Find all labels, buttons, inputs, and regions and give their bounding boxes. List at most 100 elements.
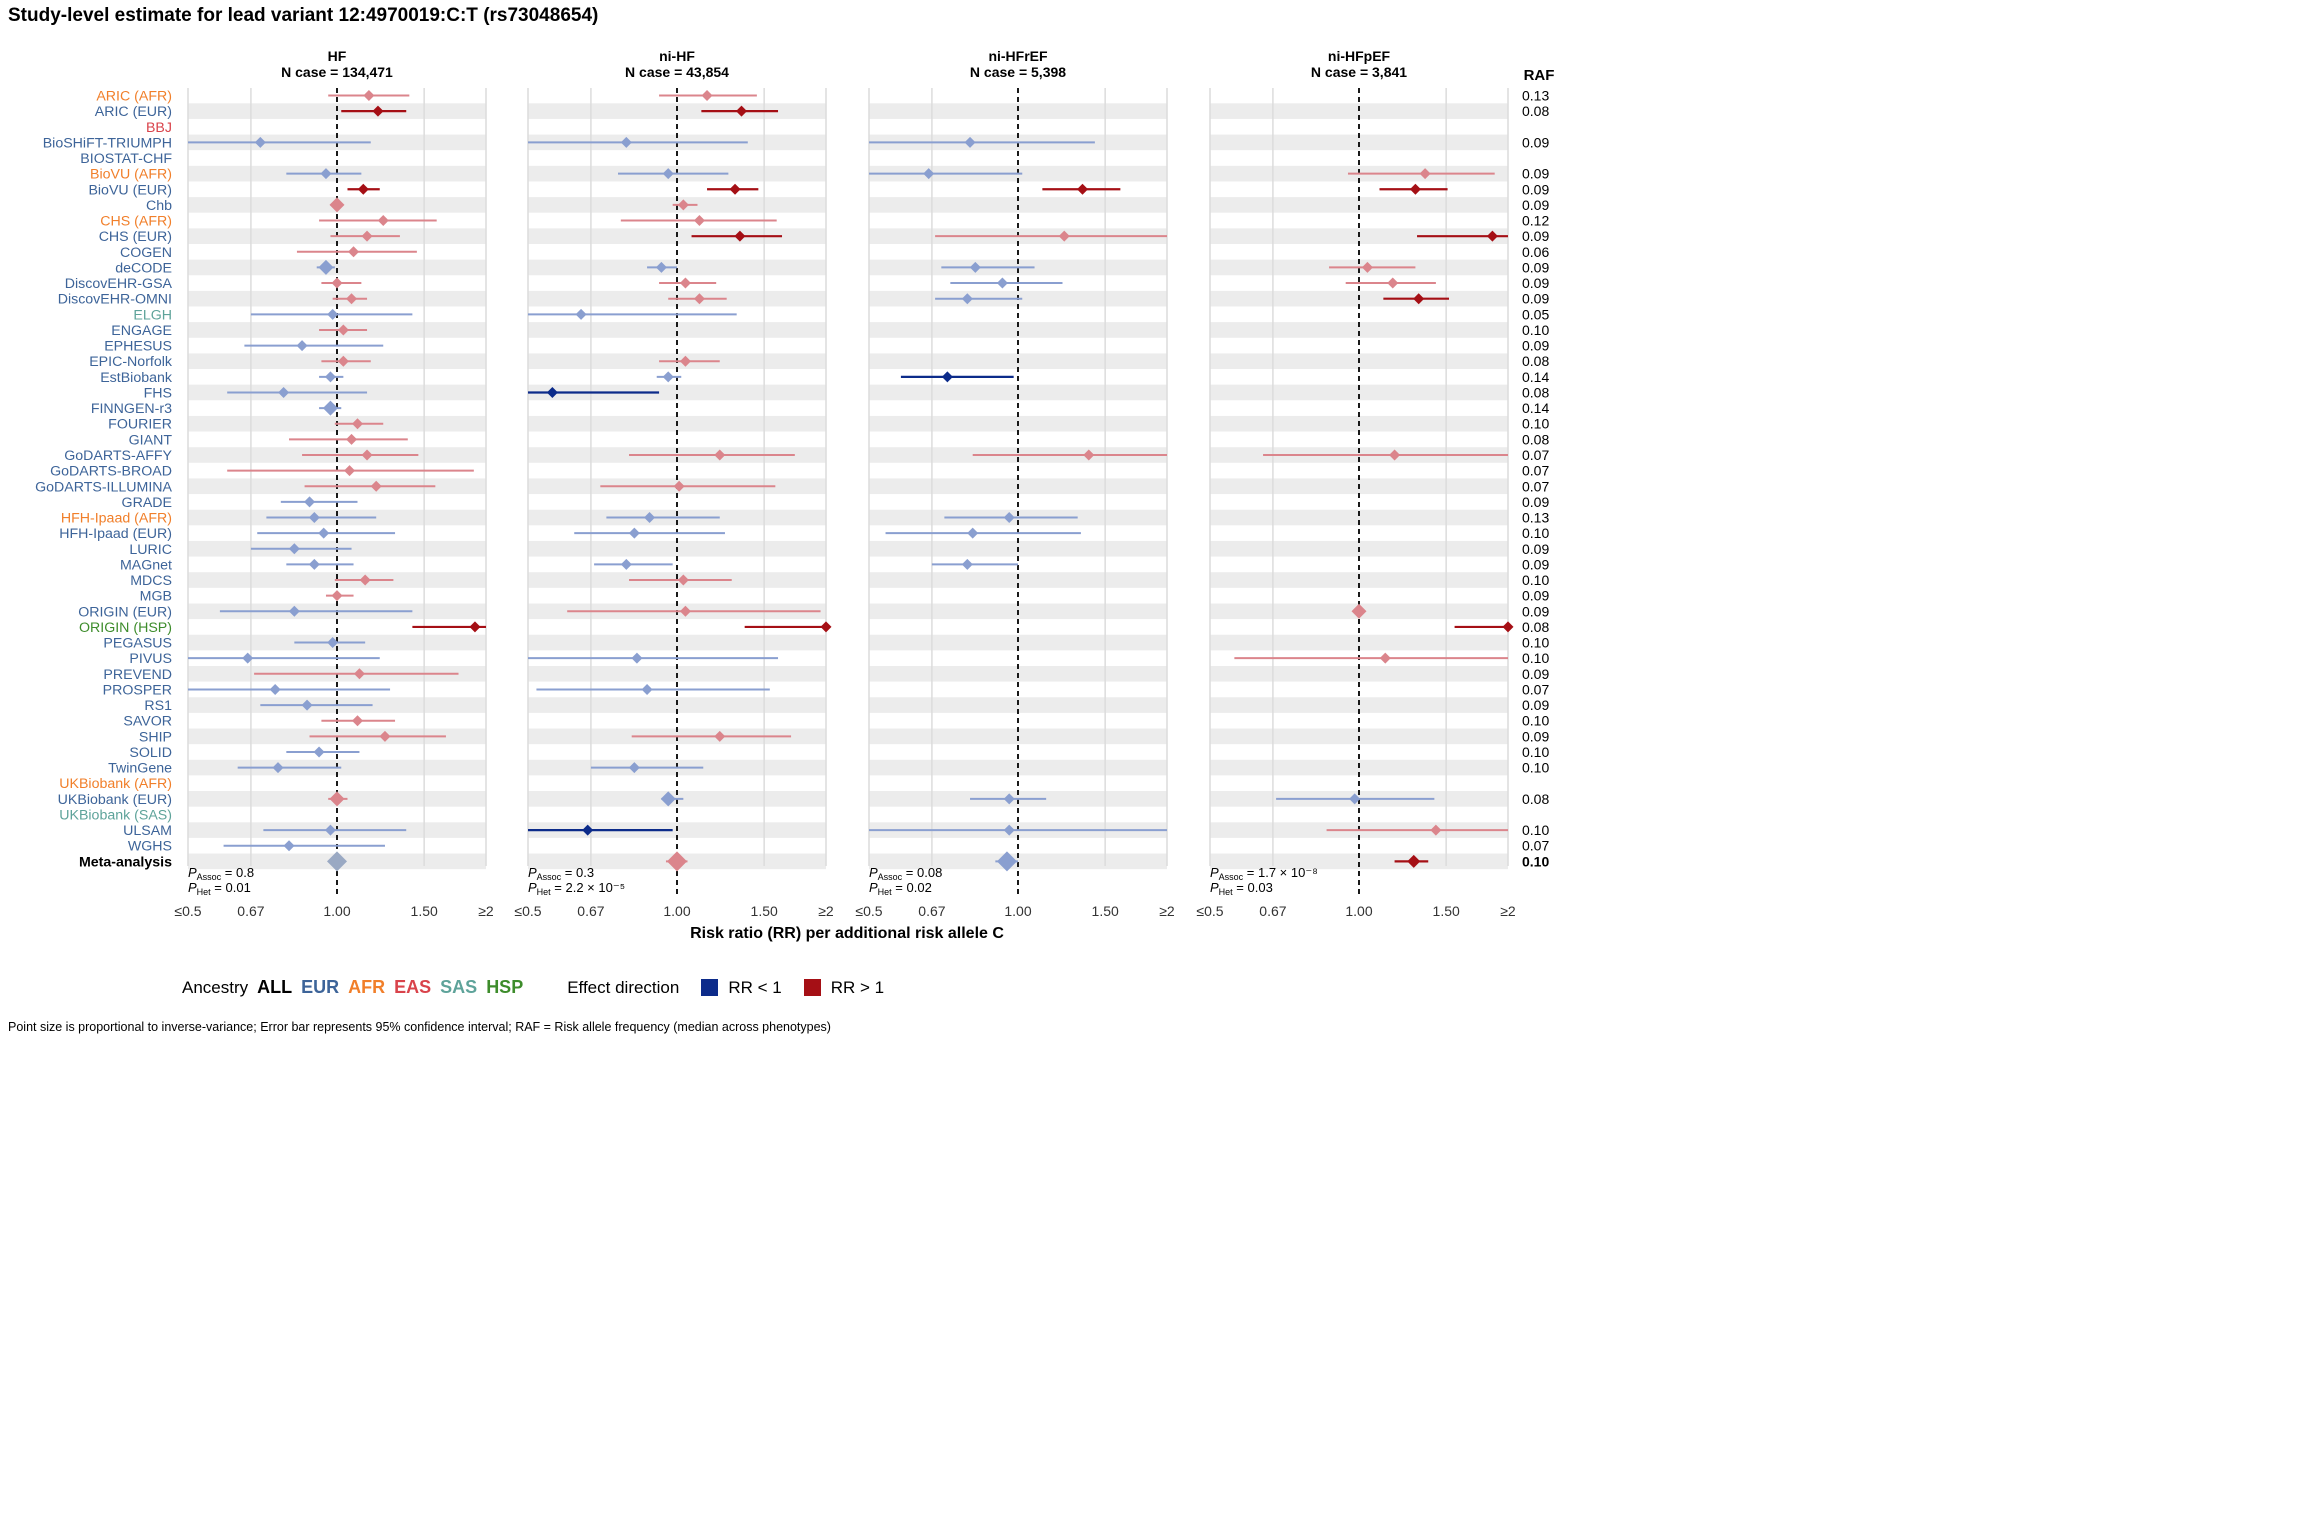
point-estimate — [296, 340, 308, 352]
point-estimate — [736, 105, 748, 117]
legend-ancestry-all: ALL — [257, 977, 293, 997]
study-label: ARIC (AFR) — [96, 89, 172, 105]
point-estimate — [301, 699, 313, 711]
legend-ancestry-eas: EAS — [394, 977, 432, 997]
study-label: TwinGene — [108, 761, 172, 777]
panel-title: ni-HF — [659, 48, 695, 64]
study-label: ORIGIN (HSP) — [79, 620, 172, 636]
study-label: BioSHiFT-TRIUMPH — [43, 135, 172, 151]
p-assoc-label: PAssoc = 0.3 — [528, 865, 594, 882]
study-label: ORIGIN (EUR) — [78, 604, 172, 620]
legend-rr-gt1-label: RR > 1 — [830, 977, 885, 997]
point-estimate — [359, 574, 371, 586]
row-stripe — [1210, 197, 1508, 213]
study-label: deCODE — [115, 260, 172, 276]
study-label: GoDARTS-ILLUMINA — [35, 479, 172, 495]
row-stripe — [1210, 572, 1508, 588]
p-assoc-label: PAssoc = 0.8 — [188, 865, 254, 882]
point-estimate — [357, 183, 369, 195]
point-estimate — [1058, 230, 1070, 242]
study-label: EstBiobank — [100, 370, 173, 386]
point-estimate — [967, 527, 979, 539]
raf-value: 0.10 — [1522, 744, 1549, 760]
point-estimate — [1409, 183, 1421, 195]
study-label: BioVU (EUR) — [88, 182, 172, 198]
study-label: UKBiobank (SAS) — [59, 807, 172, 823]
x-tick-label: 1.50 — [751, 903, 778, 919]
raf-value: 0.09 — [1522, 666, 1549, 682]
point-estimate — [714, 449, 726, 461]
x-tick-label: 0.67 — [1259, 903, 1286, 919]
study-label: MDCS — [130, 573, 172, 589]
raf-value: 0.09 — [1522, 338, 1549, 354]
point-estimate — [693, 293, 705, 305]
point-estimate — [331, 277, 343, 289]
raf-value: 0.13 — [1522, 510, 1549, 526]
raf-value: 0.08 — [1522, 103, 1549, 119]
legend-ancestry-afr: AFR — [348, 977, 386, 997]
raf-value: 0.10 — [1522, 322, 1549, 338]
panel-n-case: N case = 5,398 — [970, 64, 1066, 80]
x-tick-label: 1.50 — [411, 903, 438, 919]
legend-rr-lt1-label: RR < 1 — [728, 977, 782, 997]
raf-value: 0.09 — [1522, 541, 1549, 557]
row-stripe — [1210, 103, 1508, 119]
study-label: HFH-Ipaad (AFR) — [61, 511, 172, 527]
raf-value: 0.09 — [1522, 228, 1549, 244]
legend-ancestry-title: Ancestry — [182, 977, 249, 997]
point-estimate — [242, 652, 254, 664]
study-label: Chb — [146, 198, 172, 214]
point-estimate — [701, 90, 713, 101]
point-estimate — [582, 824, 594, 836]
point-estimate — [361, 230, 373, 242]
point-estimate — [679, 355, 691, 367]
study-label: SHIP — [139, 729, 172, 745]
row-stripe — [1210, 509, 1508, 526]
p-het-label: PHet = 0.03 — [1210, 880, 1273, 897]
raf-value: 0.10 — [1522, 650, 1549, 666]
p-assoc-label: PAssoc = 0.08 — [869, 865, 942, 882]
row-stripe — [1210, 697, 1508, 713]
study-label: EPHESUS — [104, 339, 172, 355]
point-estimate — [337, 355, 349, 367]
point-estimate — [351, 715, 363, 727]
raf-value: 0.09 — [1522, 166, 1549, 182]
row-stripe — [869, 197, 1167, 213]
raf-header: RAF — [1524, 67, 1555, 84]
point-estimate — [546, 386, 558, 398]
study-label: DiscovEHR-GSA — [65, 276, 173, 292]
panel-n-case: N case = 134,471 — [281, 64, 393, 80]
point-estimate — [628, 527, 640, 539]
point-estimate — [344, 465, 356, 477]
legend-rr-gt1-swatch — [803, 979, 821, 996]
raf-value: 0.08 — [1522, 353, 1549, 369]
point-estimate — [996, 277, 1008, 289]
study-label: FOURIER — [108, 417, 172, 433]
point-estimate — [353, 668, 365, 680]
point-estimate — [961, 293, 973, 305]
point-estimate — [1407, 854, 1421, 868]
point-estimate — [337, 324, 349, 336]
row-stripe — [188, 103, 486, 119]
point-estimate — [677, 574, 689, 586]
x-tick-label: 0.67 — [577, 903, 604, 919]
point-estimate — [1083, 449, 1095, 461]
p-het-label: PHet = 0.01 — [188, 880, 251, 897]
point-estimate — [348, 246, 360, 258]
raf-value: 0.13 — [1522, 88, 1549, 104]
study-label: CHS (AFR) — [100, 214, 172, 230]
p-het-label: PHet = 2.2 × 10⁻⁵ — [528, 880, 625, 897]
study-label: BioVU (AFR) — [90, 167, 172, 183]
point-estimate — [1430, 824, 1442, 836]
x-tick-label: 1.00 — [1004, 903, 1031, 919]
point-estimate — [308, 512, 320, 524]
raf-value: 0.09 — [1522, 728, 1549, 744]
raf-value: 0.09 — [1522, 259, 1549, 275]
x-tick-label: 1.00 — [323, 903, 350, 919]
study-label: GRADE — [122, 495, 172, 511]
study-label: UKBiobank (EUR) — [58, 792, 172, 808]
legend-ancestry-eur: EUR — [301, 977, 340, 997]
point-estimate — [1077, 183, 1089, 195]
point-estimate — [329, 197, 345, 213]
x-tick-label: 1.50 — [1092, 903, 1119, 919]
